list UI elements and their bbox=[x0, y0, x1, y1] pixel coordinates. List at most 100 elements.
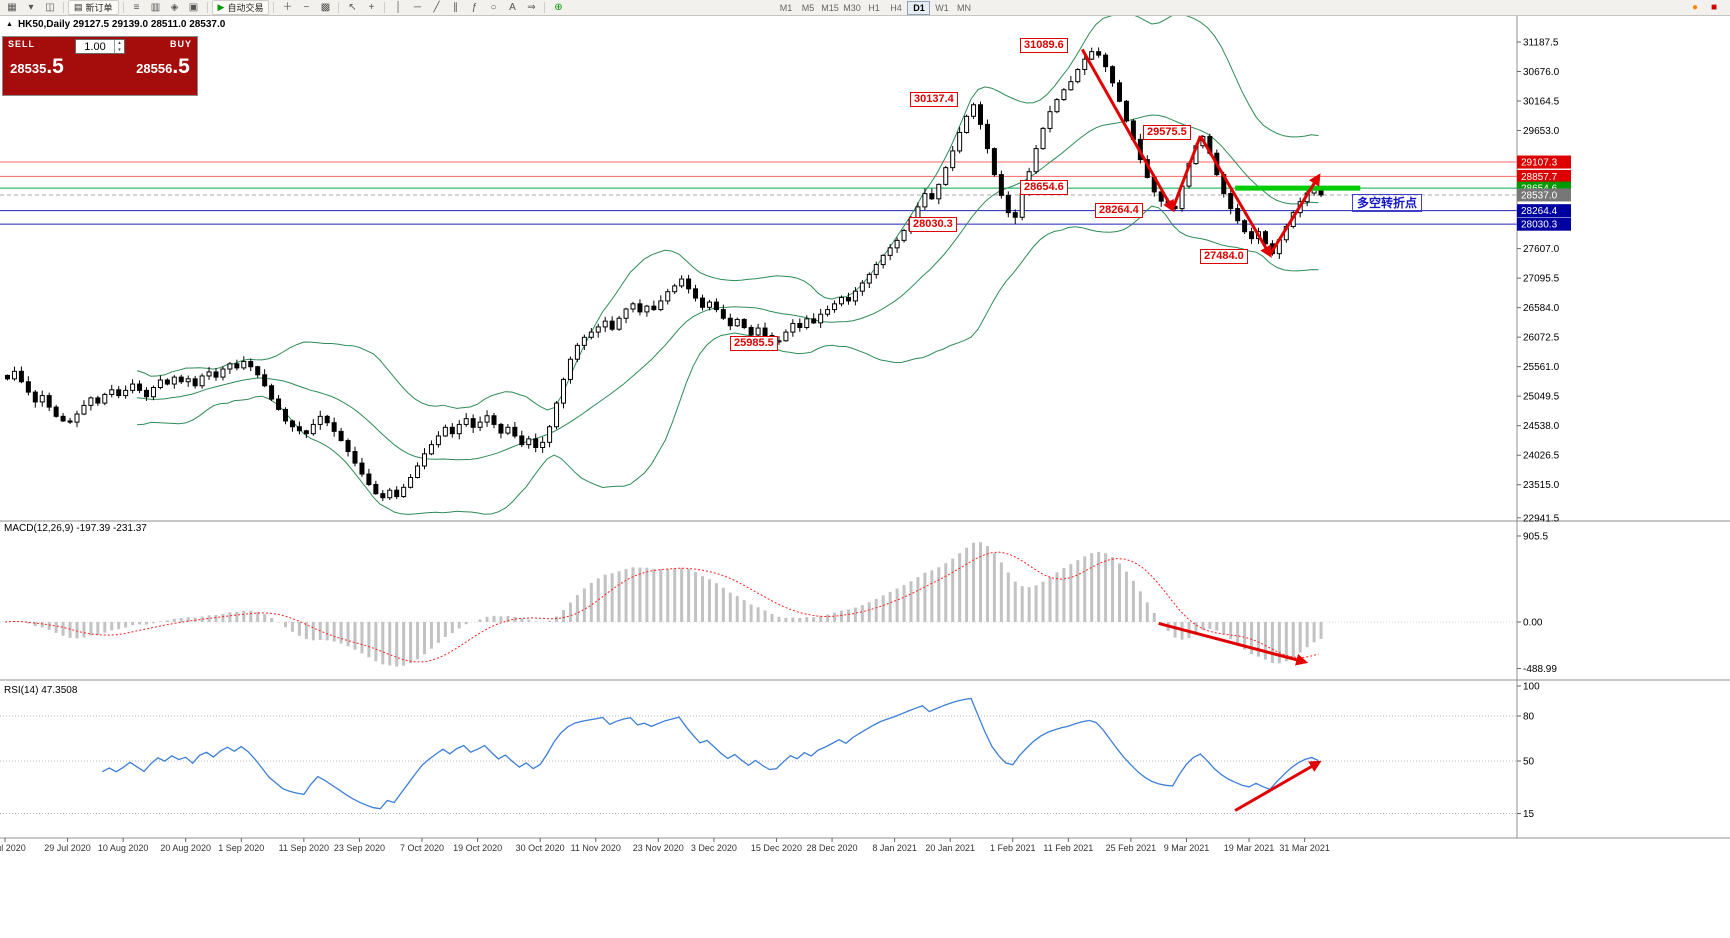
trendline-icon[interactable]: ╱ bbox=[433, 2, 440, 13]
data-window-icon[interactable]: ▥ bbox=[150, 2, 161, 13]
svg-text:28 Dec 2020: 28 Dec 2020 bbox=[807, 843, 858, 853]
autotrading-button[interactable]: ▶ 自动交易 bbox=[211, 0, 270, 15]
svg-text:30164.5: 30164.5 bbox=[1523, 97, 1560, 108]
bollinger-middle bbox=[137, 114, 1319, 461]
cursor-icon[interactable]: ↖ bbox=[348, 2, 357, 13]
trend-arrow-segment[interactable] bbox=[1171, 135, 1202, 210]
time-axis[interactable]: 7 Jul 2020 29 Jul 2020 10 Aug 2020 20 Aug 2… bbox=[0, 838, 1330, 853]
svg-text:7 Oct 2020: 7 Oct 2020 bbox=[400, 843, 444, 853]
svg-text:25049.5: 25049.5 bbox=[1523, 392, 1560, 403]
text-tool-icon[interactable]: A bbox=[509, 2, 516, 13]
profiles-icon[interactable]: ◫ bbox=[45, 2, 55, 13]
new-order-button[interactable]: ▤ 新订单 bbox=[68, 0, 119, 15]
svg-text:19 Mar 2021: 19 Mar 2021 bbox=[1224, 843, 1275, 853]
timeframe-m5[interactable]: M5 bbox=[801, 2, 815, 13]
timeframe-m15[interactable]: M15 bbox=[821, 2, 839, 13]
svg-text:30 Oct 2020: 30 Oct 2020 bbox=[516, 843, 565, 853]
buy-button[interactable]: BUY 28556.5 bbox=[129, 37, 197, 95]
channel-icon[interactable]: ∥ bbox=[452, 2, 458, 13]
sell-label: SELL bbox=[8, 39, 36, 49]
timeframe-d1[interactable]: D1 bbox=[907, 0, 931, 15]
svg-text:80: 80 bbox=[1523, 712, 1535, 723]
volume-input[interactable]: 1.00 ▴ ▾ bbox=[75, 39, 125, 54]
chart-dropdown-icon[interactable]: ▾ bbox=[28, 2, 34, 13]
timeframe-h1[interactable]: H1 bbox=[868, 2, 880, 13]
svg-text:20 Jan 2021: 20 Jan 2021 bbox=[925, 843, 975, 853]
toolbar-separator bbox=[544, 2, 546, 13]
vertical-line-icon[interactable]: │ bbox=[395, 2, 402, 13]
toolbar-separator bbox=[273, 2, 275, 13]
volume-spinner: ▴ ▾ bbox=[114, 40, 124, 53]
price-label-box[interactable]: 30137.4 bbox=[910, 92, 958, 107]
rsi-trend-arrow[interactable] bbox=[1234, 760, 1322, 812]
alerts-icon[interactable]: ■ bbox=[1710, 2, 1718, 13]
zoom-in-icon[interactable]: ＋ bbox=[282, 2, 293, 13]
indicators-add-icon[interactable]: ⊕ bbox=[554, 2, 563, 13]
symbol-ohlc-text: HK50,Daily 29127.5 29139.0 28511.0 28537… bbox=[17, 19, 226, 30]
price-label-box[interactable]: 31089.6 bbox=[1020, 38, 1068, 53]
axes: 31187.5 30676.0 30164.5 29653.0 27607.0 27095… bbox=[0, 16, 1730, 839]
timeframe-m30[interactable]: M30 bbox=[843, 2, 861, 13]
chart-canvas[interactable]: 31187.5 30676.0 30164.5 29653.0 27607.0 27095… bbox=[0, 16, 1730, 938]
arrow-tool-icon[interactable]: ⇒ bbox=[527, 2, 536, 13]
svg-text:23 Nov 2020: 23 Nov 2020 bbox=[633, 843, 684, 853]
svg-text:11 Sep 2020: 11 Sep 2020 bbox=[279, 843, 329, 853]
trend-arrow-segment[interactable] bbox=[1268, 173, 1321, 256]
timeframe-m1[interactable]: M1 bbox=[779, 2, 793, 13]
timeframe-mn[interactable]: MN bbox=[956, 2, 971, 13]
toolbar-right-group: ● ■ bbox=[1686, 1, 1723, 14]
price-label-box[interactable]: 29575.5 bbox=[1143, 125, 1191, 140]
new-chart-icon[interactable]: ▦ bbox=[7, 2, 17, 13]
tile-windows-icon[interactable]: ▩ bbox=[320, 2, 331, 13]
community-icon[interactable]: ● bbox=[1691, 2, 1699, 13]
axis-badges: 29107.328857.728654.628537.028264.428030… bbox=[1517, 155, 1571, 231]
svg-text:15: 15 bbox=[1523, 809, 1535, 820]
price-label-box[interactable]: 28030.3 bbox=[909, 217, 957, 232]
volume-value: 1.00 bbox=[84, 41, 106, 53]
zoom-out-icon[interactable]: − bbox=[303, 2, 310, 13]
timeframe-w1[interactable]: W1 bbox=[935, 2, 949, 13]
volume-increase-icon[interactable]: ▴ bbox=[118, 40, 121, 46]
svg-text:29653.0: 29653.0 bbox=[1523, 126, 1560, 137]
market-watch-icon[interactable]: ≡ bbox=[133, 2, 140, 13]
svg-text:7 Jul 2020: 7 Jul 2020 bbox=[0, 843, 26, 853]
svg-text:24538.0: 24538.0 bbox=[1523, 421, 1560, 432]
toolbar-separator bbox=[338, 2, 340, 13]
axis-price-badge bbox=[1517, 204, 1571, 218]
timeframe-h4[interactable]: H4 bbox=[890, 2, 902, 13]
svg-text:10 Aug 2020: 10 Aug 2020 bbox=[98, 843, 149, 853]
svg-text:23 Sep 2020: 23 Sep 2020 bbox=[334, 843, 385, 853]
svg-text:24026.5: 24026.5 bbox=[1523, 451, 1560, 462]
svg-text:29 Jul 2020: 29 Jul 2020 bbox=[44, 843, 91, 853]
svg-text:27607.0: 27607.0 bbox=[1523, 244, 1560, 255]
price-label-box[interactable]: 28264.4 bbox=[1095, 203, 1143, 218]
svg-text:11 Feb 2021: 11 Feb 2021 bbox=[1043, 843, 1093, 853]
volume-decrease-icon[interactable]: ▾ bbox=[118, 46, 121, 53]
trend-arrow-segment[interactable] bbox=[1080, 48, 1175, 213]
price-label-box[interactable]: 27484.0 bbox=[1200, 249, 1248, 264]
pivot-annotation[interactable]: 多空转折点 bbox=[1352, 194, 1423, 212]
toolbar-separator bbox=[122, 2, 124, 13]
svg-text:8 Jan 2021: 8 Jan 2021 bbox=[872, 843, 917, 853]
svg-text:29107.3: 29107.3 bbox=[1521, 158, 1558, 169]
horizontal-line-icon[interactable]: ─ bbox=[413, 2, 422, 13]
sell-button[interactable]: SELL 28535.5 bbox=[3, 37, 71, 95]
axis-price-badge bbox=[1517, 169, 1571, 183]
shapes-icon[interactable]: ○ bbox=[490, 2, 497, 13]
svg-text:1 Feb 2021: 1 Feb 2021 bbox=[990, 843, 1036, 853]
svg-text:30676.0: 30676.0 bbox=[1523, 67, 1560, 78]
terminal-icon[interactable]: ▣ bbox=[188, 2, 199, 13]
svg-text:11 Nov 2020: 11 Nov 2020 bbox=[571, 843, 621, 853]
price-label-box[interactable]: 28654.6 bbox=[1020, 180, 1068, 195]
trend-arrows[interactable] bbox=[1080, 48, 1321, 258]
symbol-expand-icon[interactable]: ▲ bbox=[6, 21, 13, 28]
crosshair-icon[interactable]: + bbox=[368, 2, 375, 13]
horizontal-lines[interactable] bbox=[0, 161, 1517, 225]
toolbar-separator bbox=[63, 2, 64, 13]
macd-trend-arrow[interactable] bbox=[1158, 621, 1309, 666]
fibonacci-icon[interactable]: ƒ bbox=[471, 2, 478, 13]
price-label-box[interactable]: 25985.5 bbox=[730, 336, 778, 351]
timeframe-group: M1 M5 M15 M30 H1 H4 D1 W1 MN bbox=[775, 0, 974, 15]
navigator-icon[interactable]: ◈ bbox=[170, 2, 179, 13]
trend-arrow-segment[interactable] bbox=[1199, 135, 1272, 258]
